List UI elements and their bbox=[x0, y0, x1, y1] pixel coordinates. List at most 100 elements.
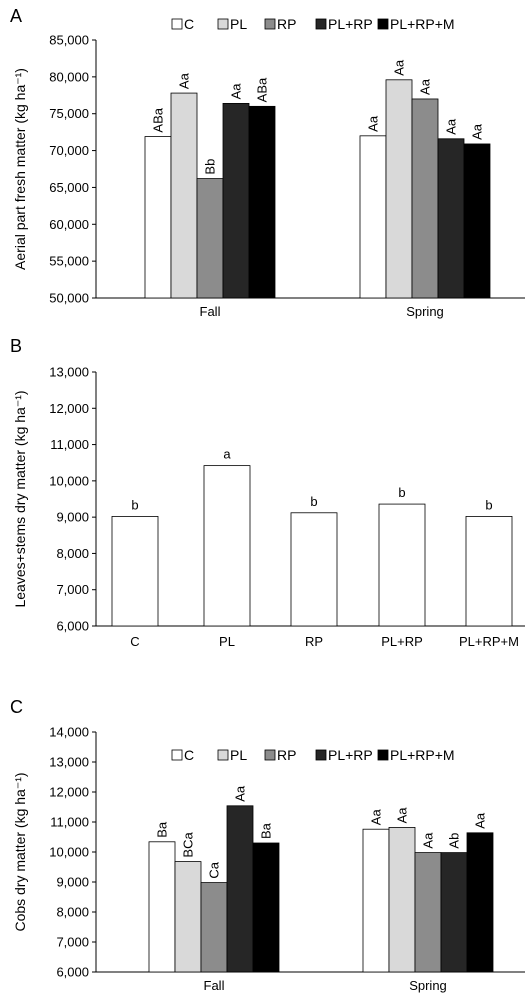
bar-c bbox=[144, 136, 172, 299]
data-label: Ca bbox=[207, 861, 222, 878]
data-label: Aa bbox=[366, 115, 381, 132]
y-tick-label: 14,000 bbox=[49, 725, 89, 740]
legend-label: C bbox=[184, 747, 194, 763]
x-tick-label: PL+RP+M bbox=[459, 634, 519, 649]
data-label: Aa bbox=[444, 118, 459, 135]
legend: C PL RP PL+RP PL+RP+M bbox=[171, 16, 455, 32]
bar-pl bbox=[388, 827, 416, 973]
y-axis-label: Leaves+stems dry matter (kg ha⁻¹) bbox=[12, 390, 28, 607]
data-label: ABa bbox=[255, 77, 270, 102]
legend-label: C bbox=[184, 16, 194, 32]
bar bbox=[465, 516, 513, 627]
bar-pl bbox=[385, 79, 413, 299]
bar-rp bbox=[196, 178, 224, 299]
y-tick-label: 65,000 bbox=[49, 180, 89, 195]
bar-c bbox=[362, 828, 390, 973]
y-tick-label: 11,000 bbox=[50, 437, 89, 452]
data-label: Ba bbox=[259, 822, 274, 839]
bar-pl bbox=[170, 92, 198, 299]
bar-pl-rp bbox=[222, 102, 250, 299]
x-tick-label: Fall bbox=[204, 978, 225, 993]
data-label: Aa bbox=[470, 123, 485, 140]
y-tick-label: 8,000 bbox=[56, 546, 89, 561]
y-tick-label: 85,000 bbox=[49, 33, 89, 48]
bar-c bbox=[359, 135, 387, 299]
y-tick-label: 9,000 bbox=[56, 875, 89, 890]
y-tick-label: 70,000 bbox=[49, 143, 89, 158]
bar bbox=[378, 503, 426, 627]
data-label: b bbox=[485, 497, 492, 512]
y-tick-label: 10,000 bbox=[49, 845, 89, 860]
data-label: Aa bbox=[395, 807, 410, 824]
y-tick-label: 55,000 bbox=[49, 254, 89, 269]
x-tick-label: Fall bbox=[200, 304, 221, 319]
y-tick-label: 6,000 bbox=[56, 619, 89, 634]
legend-swatch bbox=[377, 18, 389, 30]
legend-swatch bbox=[315, 18, 327, 30]
data-label: Ba bbox=[155, 821, 170, 838]
legend-swatch bbox=[217, 18, 229, 30]
y-tick-label: 13,000 bbox=[49, 755, 89, 770]
legend: C PL RP PL+RP PL+RP+M bbox=[171, 747, 455, 763]
legend-label: PL bbox=[230, 16, 247, 32]
panel-a: A 50,000 55,000 60,000 65,000 70,000 75,000 80,… bbox=[10, 6, 525, 319]
legend-swatch bbox=[171, 18, 183, 30]
data-label: Aa bbox=[473, 812, 488, 829]
legend-swatch bbox=[315, 749, 327, 761]
legend-label: PL+RP bbox=[328, 747, 373, 763]
bar-pl-rp bbox=[226, 805, 254, 973]
data-label: Aa bbox=[177, 72, 192, 89]
legend-label: PL+RP bbox=[328, 16, 373, 32]
y-tick-label: 7,000 bbox=[56, 582, 89, 597]
x-tick-label: Spring bbox=[409, 978, 447, 993]
data-label: BCa bbox=[181, 832, 196, 858]
panel-letter: B bbox=[10, 336, 22, 356]
y-tick-label: 12,000 bbox=[49, 401, 89, 416]
legend-label: PL bbox=[230, 747, 247, 763]
legend-swatch bbox=[171, 749, 183, 761]
legend-label: RP bbox=[277, 16, 296, 32]
data-label: Aa bbox=[421, 832, 436, 849]
legend-swatch bbox=[377, 749, 389, 761]
x-tick-label: PL bbox=[219, 634, 235, 649]
x-tick-label: RP bbox=[305, 634, 323, 649]
data-label: b bbox=[310, 494, 317, 509]
x-tick-label: Spring bbox=[406, 304, 444, 319]
legend-label: PL+RP+M bbox=[390, 16, 455, 32]
y-tick-label: 80,000 bbox=[49, 69, 89, 84]
legend-swatch bbox=[264, 749, 276, 761]
data-label: Aa bbox=[369, 809, 384, 826]
bar-pl bbox=[174, 861, 202, 973]
bar-rp bbox=[200, 882, 228, 973]
y-tick-label: 75,000 bbox=[49, 106, 89, 121]
panel-letter: A bbox=[10, 6, 22, 26]
bar-rp bbox=[414, 852, 442, 973]
bar-pl-rp bbox=[437, 138, 465, 299]
data-label: Aa bbox=[418, 78, 433, 95]
y-tick-label: 8,000 bbox=[56, 905, 89, 920]
x-tick-label: C bbox=[130, 634, 139, 649]
y-tick-label: 60,000 bbox=[49, 217, 89, 232]
legend-swatch bbox=[264, 18, 276, 30]
data-label: Aa bbox=[392, 59, 407, 76]
panel-c: C 6,000 7,000 8,000 9,000 10,000 11,000 12,000 1… bbox=[10, 697, 525, 993]
data-label: Aa bbox=[233, 785, 248, 802]
bar bbox=[203, 465, 251, 627]
data-label: ABa bbox=[151, 107, 166, 132]
y-tick-label: 6,000 bbox=[56, 965, 89, 980]
bar bbox=[290, 512, 338, 627]
bar-rp bbox=[411, 98, 439, 299]
bar-pl-rp-m bbox=[252, 842, 280, 973]
bar-pl-rp-m bbox=[463, 143, 491, 299]
data-label: Ab bbox=[447, 833, 462, 849]
data-label: b bbox=[131, 497, 138, 512]
y-tick-label: 50,000 bbox=[49, 291, 89, 306]
data-label: a bbox=[223, 447, 231, 462]
y-tick-label: 10,000 bbox=[49, 473, 89, 488]
bar-pl-rp bbox=[440, 852, 468, 973]
x-tick-label: PL+RP bbox=[381, 634, 423, 649]
data-label: Aa bbox=[229, 83, 244, 100]
y-axis-label: Cobs dry matter (kg ha⁻¹) bbox=[12, 772, 28, 931]
legend-label: PL+RP+M bbox=[390, 747, 455, 763]
